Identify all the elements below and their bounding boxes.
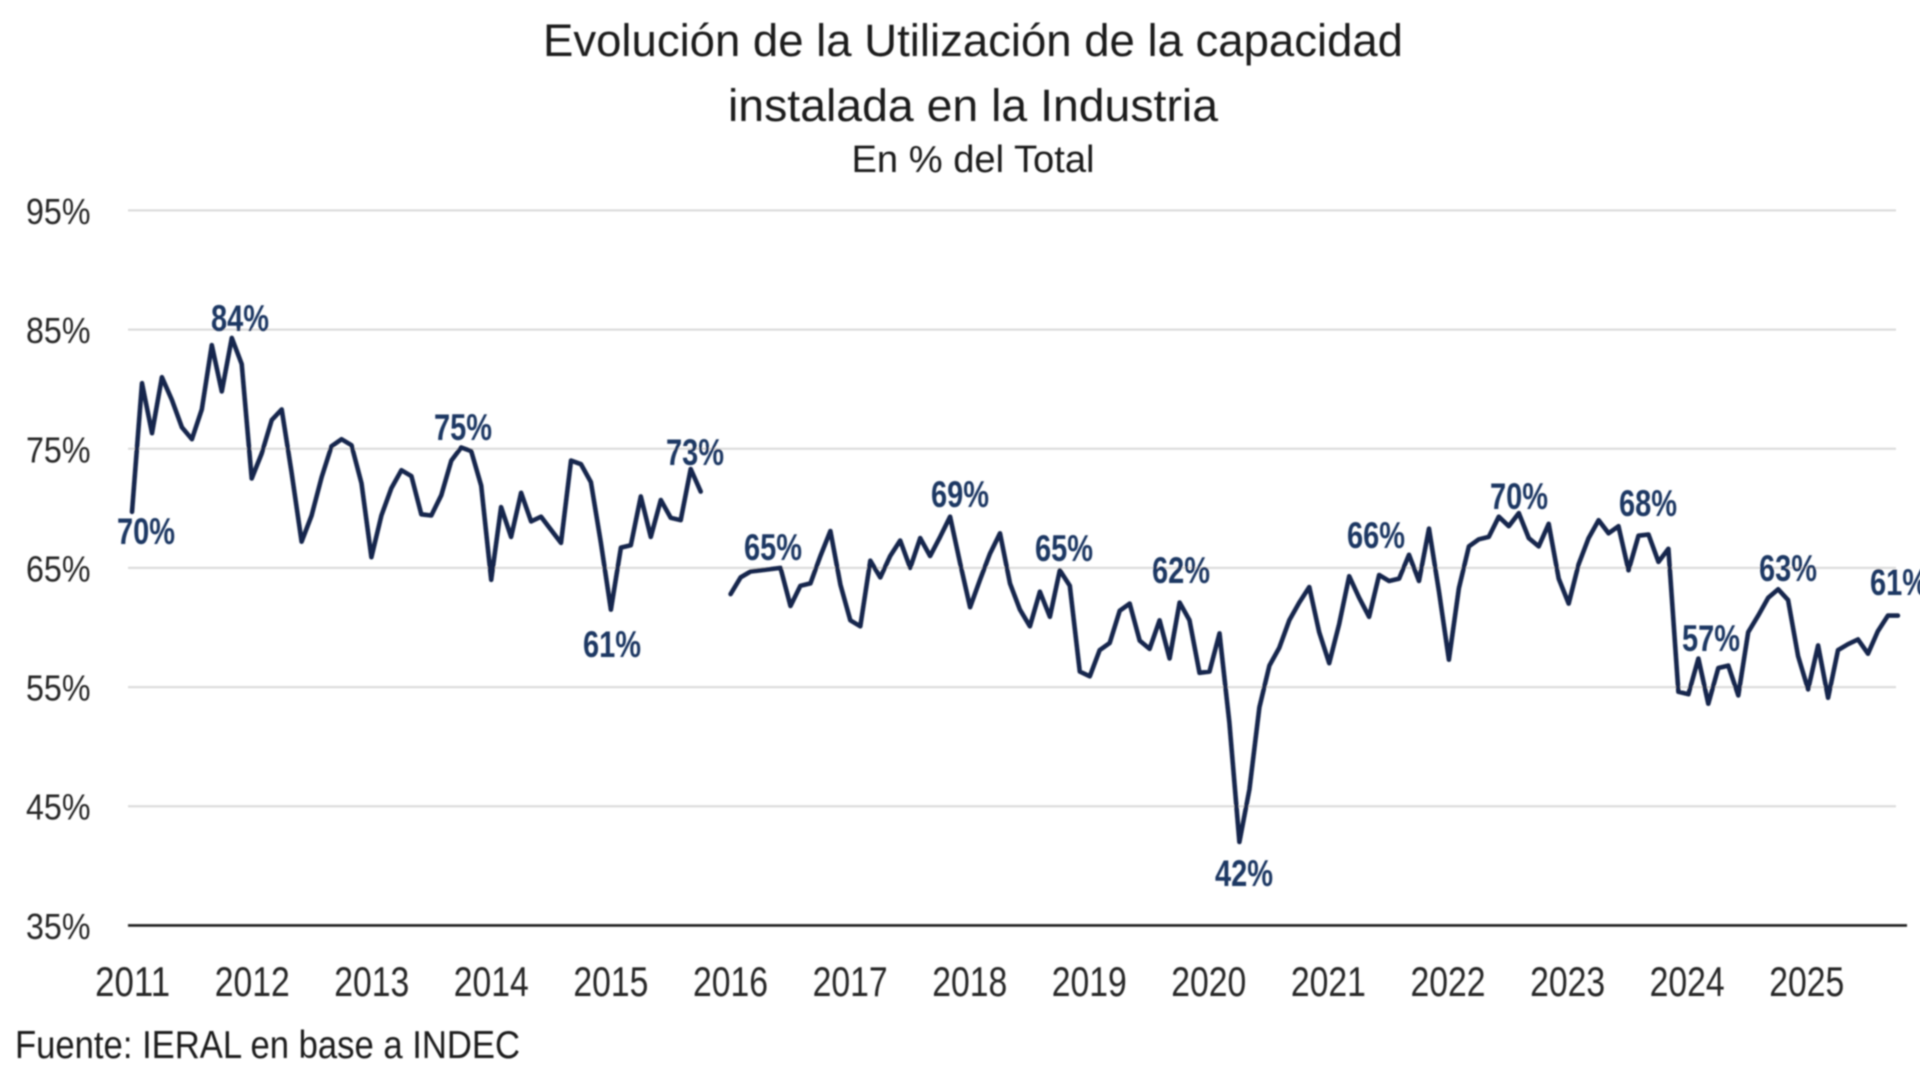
svg-text:84%: 84% (211, 298, 269, 339)
svg-text:2022: 2022 (1411, 958, 1486, 1005)
svg-text:68%: 68% (1619, 483, 1677, 524)
svg-text:45%: 45% (26, 787, 91, 828)
svg-text:57%: 57% (1682, 618, 1740, 659)
svg-text:2019: 2019 (1052, 958, 1127, 1005)
svg-text:61%: 61% (1870, 562, 1920, 603)
svg-text:35%: 35% (26, 906, 91, 947)
svg-text:instalada en la Industria: instalada en la Industria (728, 80, 1219, 131)
svg-text:Evolución de la Utilización de: Evolución de la Utilización de la capaci… (543, 15, 1403, 66)
svg-text:65%: 65% (1035, 528, 1093, 569)
svg-text:75%: 75% (26, 429, 91, 470)
svg-text:2016: 2016 (693, 958, 768, 1005)
svg-text:75%: 75% (434, 407, 492, 448)
svg-text:En % del Total: En % del Total (852, 139, 1095, 181)
svg-text:73%: 73% (666, 432, 724, 473)
svg-text:55%: 55% (26, 668, 91, 709)
svg-text:2023: 2023 (1530, 958, 1605, 1005)
svg-text:42%: 42% (1215, 853, 1273, 894)
svg-text:2017: 2017 (813, 958, 888, 1005)
svg-text:66%: 66% (1347, 515, 1405, 556)
svg-text:95%: 95% (26, 191, 91, 232)
svg-text:69%: 69% (931, 474, 989, 515)
svg-text:2018: 2018 (932, 958, 1007, 1005)
svg-text:2011: 2011 (95, 958, 170, 1005)
svg-text:2015: 2015 (573, 958, 648, 1005)
svg-text:Fuente: IERAL en base a INDEC: Fuente: IERAL en base a INDEC (15, 1024, 520, 1067)
svg-text:65%: 65% (744, 527, 802, 568)
svg-text:61%: 61% (583, 624, 641, 665)
svg-text:70%: 70% (1490, 476, 1548, 517)
svg-text:63%: 63% (1759, 548, 1817, 589)
svg-text:2024: 2024 (1650, 958, 1725, 1005)
svg-text:2021: 2021 (1291, 958, 1366, 1005)
svg-text:2014: 2014 (454, 958, 529, 1005)
svg-text:85%: 85% (26, 310, 91, 351)
svg-text:65%: 65% (26, 548, 91, 589)
svg-text:70%: 70% (117, 511, 175, 552)
svg-text:2020: 2020 (1171, 958, 1246, 1005)
svg-text:62%: 62% (1152, 550, 1210, 591)
svg-text:2025: 2025 (1769, 958, 1844, 1005)
svg-text:2013: 2013 (334, 958, 409, 1005)
svg-text:2012: 2012 (215, 958, 290, 1005)
